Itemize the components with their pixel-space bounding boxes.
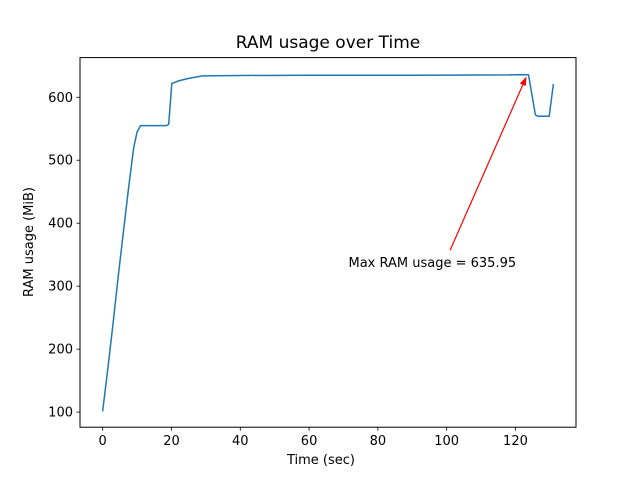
- series-layer: [101, 73, 555, 412]
- y-tick-label: 100: [48, 406, 73, 421]
- y-tick-label: 600: [48, 91, 73, 106]
- x-tick-label: 80: [370, 434, 387, 449]
- annotation-arrow-shaft: [449, 81, 525, 251]
- ram-usage-line: [101, 73, 555, 412]
- plot-area-border: [79, 57, 577, 428]
- y-tick-label: 500: [48, 154, 73, 169]
- ticks-layer: 0 20 40 60 80 100 120 100 200 300 400 500 600: [48, 91, 528, 449]
- x-tick-label: 0: [99, 434, 107, 449]
- x-axis-label: Time (sec): [286, 453, 355, 468]
- x-tick-label: 20: [163, 434, 180, 449]
- y-tick-label: 300: [48, 280, 73, 295]
- y-axis-label: RAM usage (MiB): [22, 187, 37, 297]
- x-tick-label: 60: [301, 434, 318, 449]
- max-ram-annotation-text: Max RAM usage = 635.95: [349, 256, 517, 271]
- y-tick-label: 200: [48, 343, 73, 358]
- annotation-arrow-head: [519, 76, 527, 87]
- annotation-layer: [449, 76, 527, 251]
- y-tick-label: 400: [48, 217, 73, 232]
- x-tick-label: 100: [434, 434, 459, 449]
- x-tick-label: 40: [232, 434, 249, 449]
- chart-title: RAM usage over Time: [236, 33, 420, 53]
- x-tick-label: 120: [503, 434, 528, 449]
